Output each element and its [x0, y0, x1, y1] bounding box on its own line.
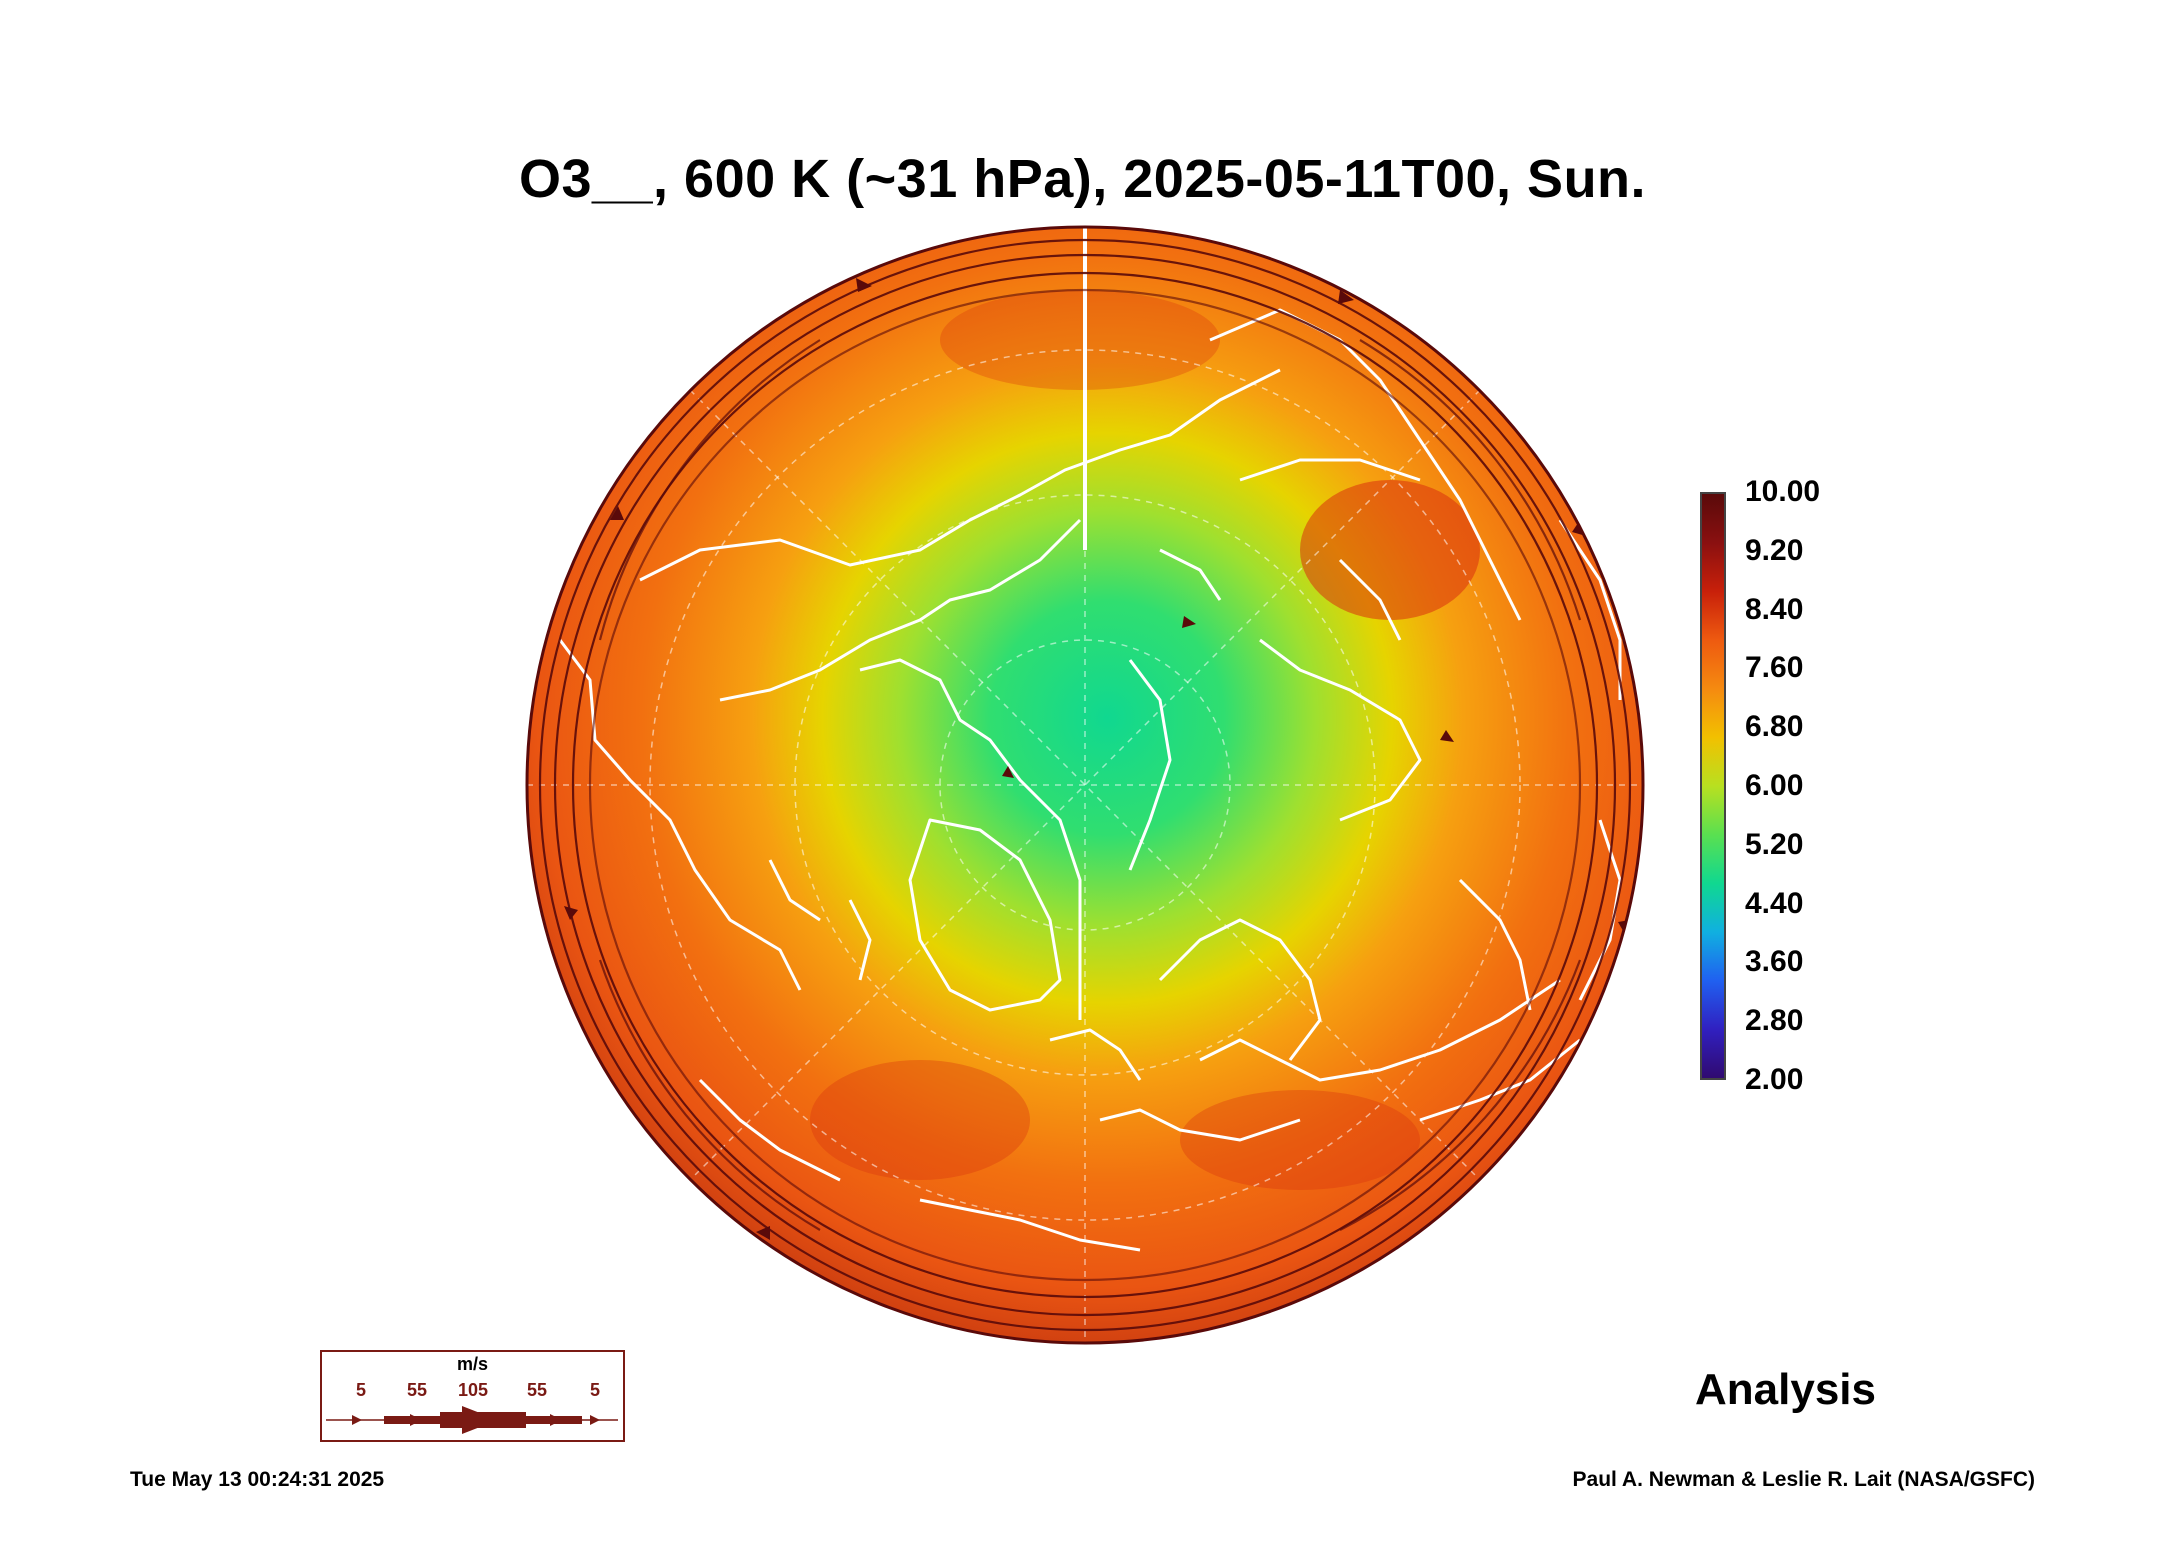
wind-legend-label: 5 [590, 1380, 601, 1400]
colorbar-tick-label: 6.00 [1745, 769, 1804, 802]
colorbar-tick-label: 10.00 [1745, 475, 1821, 508]
colorbar-tick-label: 3.60 [1745, 945, 1804, 979]
wind-streamlines [538, 238, 1632, 1332]
colorbar-tick-label: 8.40 [1745, 592, 1804, 626]
analysis-label: Analysis [1695, 1365, 1876, 1414]
colorbar [1700, 492, 1726, 1080]
colorbar-tick-label: 4.40 [1745, 886, 1804, 920]
wind-speed-legend: m/s 5 55 105 55 5 [320, 1350, 625, 1442]
footer-timestamp: Tue May 13 00:24:31 2025 [130, 1468, 385, 1491]
plot-title: O3__, 600 K (~31 hPa), 2025-05-11T00, Su… [518, 149, 1647, 209]
wind-legend-arrow [326, 1406, 618, 1434]
wind-legend-label: 55 [527, 1380, 548, 1400]
colorbar-tick-label: 2.00 [1745, 1063, 1804, 1096]
ozone-max-patch [1180, 1090, 1420, 1190]
ozone-max-patch [1300, 480, 1480, 620]
map-rim [525, 225, 1645, 1345]
coastlines [558, 308, 1622, 1252]
colorbar-tick-label: 7.60 [1745, 651, 1804, 685]
ozone-max-patch [940, 290, 1220, 390]
colorbar-tick-label: 9.20 [1745, 533, 1804, 567]
ozone-max-patch [810, 1060, 1030, 1180]
footer-credit: Paul A. Newman & Leslie R. Lait (NASA/GS… [1572, 1468, 2035, 1491]
wind-legend-label: 5 [356, 1380, 367, 1400]
wind-legend-label: 55 [407, 1380, 428, 1400]
colorbar-tick-label: 5.20 [1745, 827, 1804, 861]
wind-unit-label: m/s [456, 1354, 489, 1374]
colorbar-tick-label: 6.80 [1745, 710, 1804, 744]
polar-ozone-map [525, 225, 1645, 1345]
colorbar-tick-label: 2.80 [1745, 1004, 1804, 1038]
wind-legend-label: 105 [458, 1380, 489, 1400]
